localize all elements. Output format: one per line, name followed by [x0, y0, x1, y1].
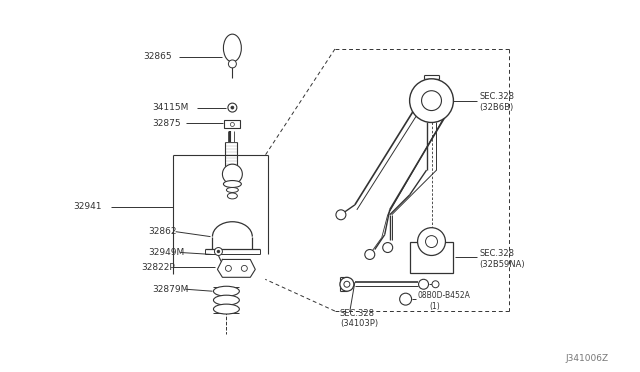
Circle shape — [417, 228, 445, 256]
Ellipse shape — [223, 180, 241, 187]
Text: 08B0D-B452A: 08B0D-B452A — [417, 291, 470, 300]
Ellipse shape — [214, 286, 239, 296]
Circle shape — [231, 106, 234, 109]
Circle shape — [383, 243, 393, 253]
Ellipse shape — [227, 187, 238, 192]
Circle shape — [241, 265, 247, 271]
Text: 32875: 32875 — [153, 119, 181, 128]
Circle shape — [426, 235, 438, 247]
Text: (32B6B): (32B6B) — [479, 103, 513, 112]
Circle shape — [336, 210, 346, 220]
Text: (1): (1) — [429, 302, 440, 311]
Circle shape — [432, 281, 439, 288]
Ellipse shape — [223, 34, 241, 62]
Circle shape — [225, 265, 232, 271]
Circle shape — [230, 122, 234, 126]
Text: (34103P): (34103P) — [340, 320, 378, 328]
Text: SEC.328: SEC.328 — [479, 249, 515, 258]
Text: B: B — [403, 296, 408, 302]
Text: 34115M: 34115M — [153, 103, 189, 112]
Text: 32865: 32865 — [144, 52, 172, 61]
Text: J341006Z: J341006Z — [566, 354, 609, 363]
Ellipse shape — [214, 295, 239, 305]
Circle shape — [399, 293, 412, 305]
Circle shape — [365, 250, 375, 259]
Text: 32879M: 32879M — [153, 285, 189, 294]
Ellipse shape — [214, 304, 239, 314]
Circle shape — [344, 281, 350, 287]
Polygon shape — [218, 259, 255, 277]
Text: 32822P: 32822P — [141, 263, 175, 272]
Text: (32B59NA): (32B59NA) — [479, 260, 525, 269]
Circle shape — [228, 103, 237, 112]
Circle shape — [419, 279, 429, 289]
Circle shape — [228, 60, 236, 68]
Text: SEC.328: SEC.328 — [479, 92, 515, 101]
Text: 32941: 32941 — [73, 202, 102, 211]
Ellipse shape — [227, 193, 237, 199]
Text: 32949M: 32949M — [148, 248, 185, 257]
Text: SEC.328: SEC.328 — [340, 308, 375, 318]
Circle shape — [214, 247, 223, 256]
Circle shape — [340, 277, 354, 291]
Text: 32862: 32862 — [148, 227, 177, 236]
Circle shape — [217, 250, 220, 253]
Circle shape — [410, 79, 453, 122]
Circle shape — [422, 91, 442, 110]
Bar — [225, 121, 241, 128]
Circle shape — [223, 164, 243, 184]
Bar — [410, 241, 453, 273]
